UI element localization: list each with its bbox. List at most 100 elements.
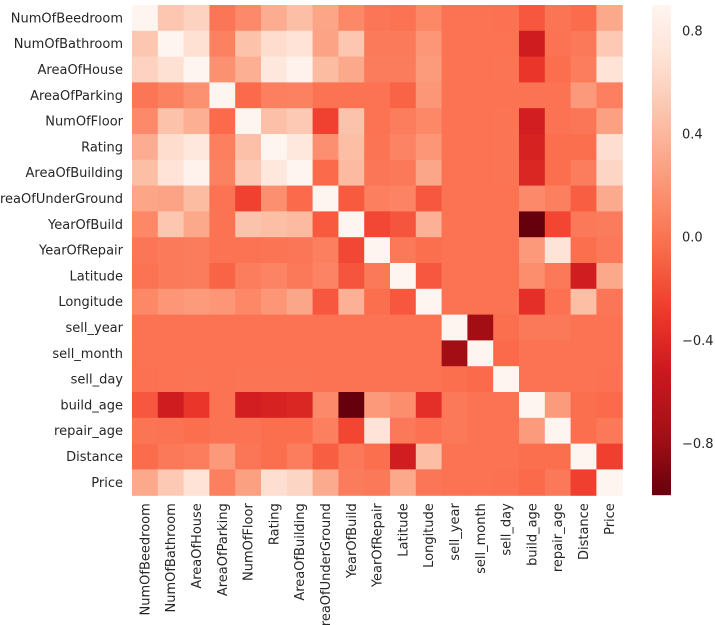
heatmap-cell <box>157 469 185 496</box>
heatmap-cell <box>570 366 597 393</box>
heatmap-cell <box>235 237 262 264</box>
heatmap-cell <box>209 417 236 445</box>
heatmap-cell <box>209 159 236 187</box>
heatmap-cell <box>261 134 288 161</box>
heatmap-cell <box>544 185 572 212</box>
y-tick-label: NumOfBathroom <box>14 37 123 52</box>
heatmap-cell <box>364 263 391 290</box>
heatmap-cell <box>338 211 365 238</box>
x-tick-label: NumOfFloor <box>242 503 257 581</box>
heatmap-cell <box>183 185 210 212</box>
heatmap-cell <box>312 56 339 83</box>
heatmap-cell <box>132 82 159 109</box>
heatmap-cell <box>261 263 288 290</box>
heatmap-cell <box>183 366 210 393</box>
heatmap-cell <box>519 56 546 83</box>
heatmap-cell <box>570 340 597 367</box>
heatmap-cell <box>493 340 520 367</box>
heatmap-cell <box>596 417 623 445</box>
heatmap-cell <box>338 56 365 83</box>
heatmap-cell <box>441 417 468 445</box>
heatmap-cell <box>235 366 262 393</box>
heatmap-cell <box>364 469 391 496</box>
heatmap-cell <box>338 366 365 393</box>
heatmap-cell <box>183 392 210 419</box>
heatmap-cell <box>493 237 520 264</box>
heatmap-cell <box>286 56 314 83</box>
x-tick-label: NumOfBathroom <box>164 503 179 612</box>
heatmap-cell <box>493 366 520 393</box>
heatmap-cell <box>544 288 572 316</box>
heatmap-cell <box>157 185 185 212</box>
heatmap-cell <box>467 288 494 316</box>
heatmap-cell <box>261 340 288 367</box>
heatmap-cell <box>286 211 314 238</box>
heatmap-cell <box>312 82 339 109</box>
heatmap-cell <box>209 263 236 290</box>
heatmap-cell <box>261 108 288 135</box>
heatmap-cell <box>596 237 623 264</box>
colorbar-tick-label: 0.8 <box>682 24 703 39</box>
heatmap-cell <box>312 237 339 264</box>
y-tick-label: Longitude <box>58 295 123 310</box>
heatmap-cell <box>338 469 365 496</box>
heatmap-cell <box>415 30 443 58</box>
heatmap-cell <box>415 237 443 264</box>
heatmap-cell <box>312 159 339 187</box>
heatmap-cell <box>286 288 314 316</box>
heatmap-cell <box>519 443 546 470</box>
heatmap-cell <box>364 185 391 212</box>
heatmap-cell <box>157 237 185 264</box>
x-tick-label: Latitude <box>396 503 411 557</box>
heatmap-cell <box>415 82 443 109</box>
colorbar-gradient <box>652 5 671 496</box>
colorbar: 0.8 0.4 0.0 −0.4 −0.8 <box>652 5 714 496</box>
heatmap-cell <box>338 82 365 109</box>
heatmap-cell <box>312 340 339 367</box>
heatmap-cell <box>390 185 417 212</box>
heatmap-cell <box>493 288 520 316</box>
heatmap-cell <box>519 108 546 135</box>
heatmap-cell <box>157 56 185 83</box>
y-tick-label: Rating <box>81 140 123 155</box>
heatmap-cell <box>596 5 623 32</box>
heatmap-cell <box>596 211 623 238</box>
heatmap-cell <box>235 82 262 109</box>
heatmap-cell <box>415 469 443 496</box>
colorbar-tick-label: 0.4 <box>682 128 703 143</box>
heatmap-cell <box>132 30 159 58</box>
heatmap-cell <box>596 314 623 341</box>
heatmap-cell <box>235 159 262 187</box>
heatmap-cell <box>132 263 159 290</box>
heatmap-cell <box>364 30 391 58</box>
y-tick-label: AreaOfBuilding <box>26 166 123 181</box>
heatmap-cell <box>390 211 417 238</box>
y-tick-label: build_age <box>60 398 123 413</box>
heatmap-cell <box>544 392 572 419</box>
heatmap-cell <box>286 108 314 135</box>
x-tick-label: AreaOfBuilding <box>293 503 308 600</box>
heatmap-cell <box>415 263 443 290</box>
heatmap-cell <box>157 211 185 238</box>
x-tick-label: Rating <box>267 503 282 545</box>
heatmap-cell <box>235 5 262 32</box>
heatmap-cell <box>596 443 623 470</box>
heatmap-cell <box>338 340 365 367</box>
heatmap-cell <box>183 469 210 496</box>
heatmap-cell <box>596 159 623 187</box>
heatmap-cell <box>157 5 185 32</box>
heatmap-cell <box>441 108 468 135</box>
heatmap-cell <box>544 211 572 238</box>
x-tick-label: NumOfBeedroom <box>138 503 153 615</box>
heatmap-cell <box>415 288 443 316</box>
heatmap-cell <box>338 30 365 58</box>
heatmap-cell <box>467 443 494 470</box>
heatmap-cell <box>467 366 494 393</box>
heatmap-cell <box>261 417 288 445</box>
heatmap-cell <box>183 211 210 238</box>
heatmap-cell <box>467 108 494 135</box>
heatmap-cell <box>183 340 210 367</box>
heatmap-cell <box>441 56 468 83</box>
heatmap-cell <box>570 56 597 83</box>
x-tick-label: AreaOfUnderGround <box>319 503 334 625</box>
